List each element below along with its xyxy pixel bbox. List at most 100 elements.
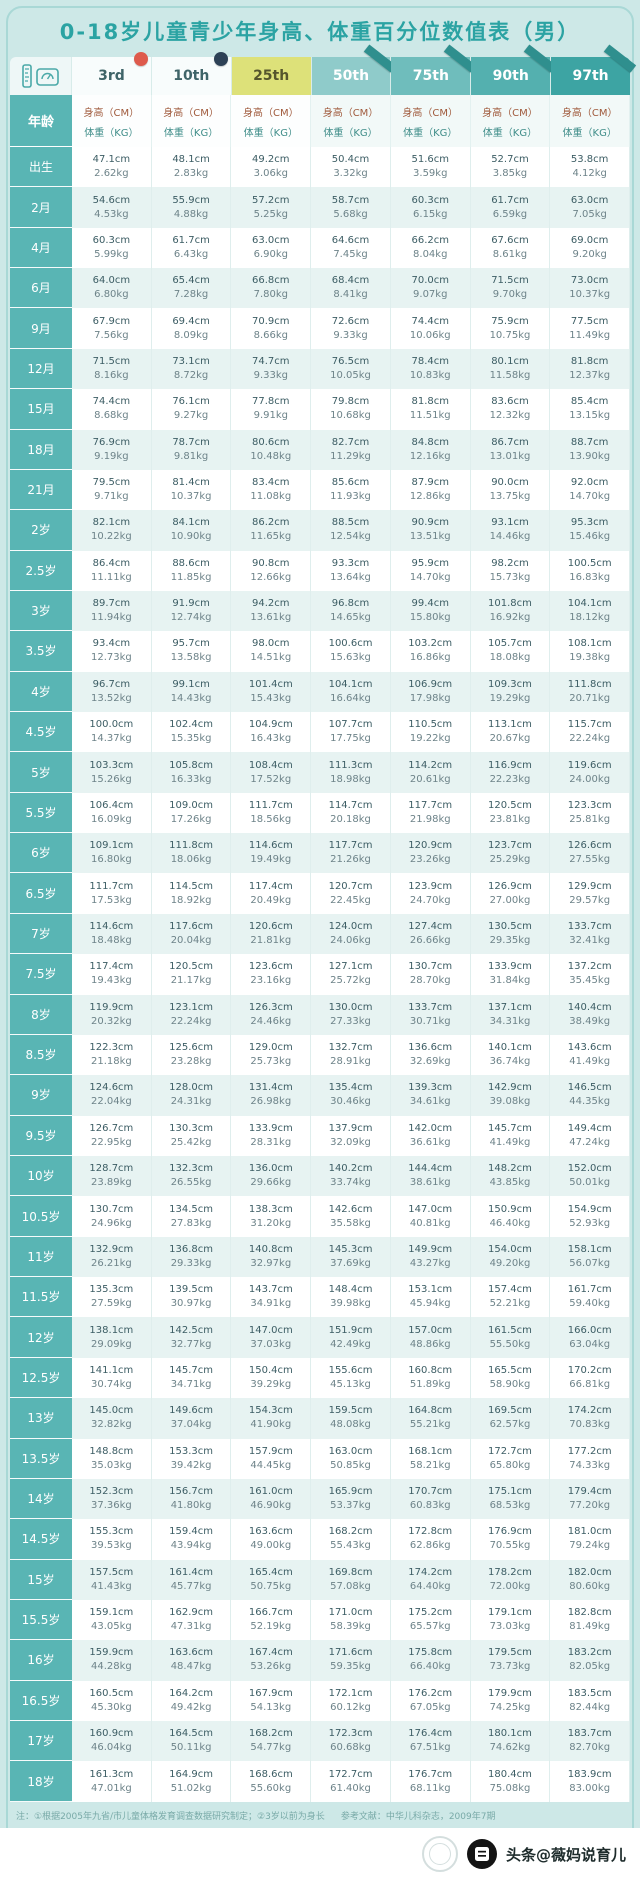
data-cell: 159.5cm 48.08kg [311,1398,391,1439]
weight-value: 13.61kg [250,612,292,624]
height-value: 61.7cm [491,194,529,206]
data-cell: 77.5cm 11.49kg [550,308,631,349]
data-cell: 163.6cm 49.00kg [231,1519,312,1560]
data-cell: 146.5cm 44.35kg [550,1075,631,1116]
weight-value: 40.81kg [409,1217,451,1229]
height-value: 130.3cm [169,1122,214,1134]
weight-value: 43.85kg [489,1177,531,1189]
data-cell: 77.8cm 9.91kg [231,389,312,430]
height-value: 161.7cm [567,1284,612,1296]
table-row-15月: 15月 74.4cm 8.68kg 76.1cm 9.27kg 77.8cm 9.91kg 7… [10,389,631,430]
data-cell: 171.6cm 59.35kg [311,1640,391,1681]
height-value: 164.5cm [169,1728,214,1740]
height-value: 114.2cm [408,759,453,771]
height-value: 69.4cm [172,315,210,327]
weight-value: 47.01kg [90,1782,132,1794]
data-cell: 148.8cm 35.03kg [72,1438,152,1479]
weight-value: 28.70kg [409,975,451,987]
toutiao-glyph-icon [474,1847,489,1861]
weight-value: 8.09kg [173,329,209,341]
weight-value: 81.49kg [569,1621,611,1633]
height-value: 181.0cm [567,1526,612,1538]
height-value: 116.9cm [488,759,532,771]
height-value: 63.0cm [570,194,609,206]
weight-value: 39.98kg [330,1298,371,1310]
weight-value: 64.40kg [409,1580,451,1592]
data-cell: 172.7cm 61.40kg [311,1761,391,1802]
data-cell: 144.4cm 38.61kg [390,1155,471,1197]
height-value: 111.8cm [169,840,214,852]
data-cell: 68.4cm 8.41kg [311,268,391,309]
data-cell: 166.7cm 52.19kg [231,1599,312,1641]
height-value: 159.1cm [89,1607,134,1619]
percentile-label: 3rd [98,68,125,84]
data-cell: 113.1cm 20.67kg [470,712,551,753]
weight-value: 58.90kg [489,1378,531,1390]
height-value: 180.4cm [488,1768,532,1780]
weight-value: 22.04kg [90,1096,132,1108]
weight-value: 73.73kg [489,1661,531,1673]
weight-value: 29.57kg [569,894,611,906]
age-cell: 3岁 [10,590,72,632]
data-cell: 155.3cm 39.53kg [72,1519,152,1560]
weight-value: 16.83kg [569,571,611,583]
height-value: 151.9cm [328,1324,373,1336]
data-cell: 127.1cm 25.72kg [311,954,391,995]
height-value: 130.7cm [89,1203,134,1215]
height-value: 49.2cm [252,154,290,166]
weight-value: 23.26kg [409,854,451,866]
table-row-4月: 4月 60.3cm 5.99kg 61.7cm 6.43kg 63.0cm 6.90kg 64… [10,227,631,269]
badge-10th-icon [213,52,228,66]
weight-unit-label: 体重（KG） [243,127,298,139]
height-value: 175.1cm [488,1486,532,1498]
data-cell: 139.3cm 34.61kg [390,1075,471,1116]
data-cell: 72.6cm 9.33kg [311,308,391,349]
height-value: 103.3cm [89,759,134,771]
weight-value: 60.83kg [409,1500,451,1512]
table-row-10.5岁: 10.5岁 130.7cm 24.96kg 134.5cm 27.83kg 138.3cm… [10,1196,631,1237]
data-cell: 88.5cm 12.54kg [311,510,391,551]
weight-value: 48.86kg [409,1338,451,1350]
weight-value: 13.51kg [409,531,451,543]
weight-value: 39.53kg [90,1540,132,1552]
data-cell: 129.0cm 25.73kg [231,1034,312,1076]
weight-value: 11.29kg [330,450,371,462]
data-cell: 75.9cm 10.75kg [470,308,551,349]
weight-value: 26.21kg [90,1257,132,1269]
height-value: 105.7cm [488,638,532,650]
table-row-7.5岁: 7.5岁 117.4cm 19.43kg 120.5cm 21.17kg 123.6cm 2… [10,954,631,995]
data-cell: 99.1cm 14.43kg [151,671,232,713]
height-unit-label: 身高（CM） [83,107,140,119]
data-cell: 98.2cm 15.73kg [470,550,551,591]
height-value: 102.4cm [169,719,214,731]
height-value: 154.9cm [567,1203,612,1215]
weight-value: 28.91kg [330,1056,371,1068]
data-cell: 70.9cm 8.66kg [231,308,312,349]
table-body: 出生 47.1cm 2.62kg 48.1cm 2.83kg 49.2cm 3.06kg 50… [10,147,631,1802]
data-cell: 114.7cm 20.18kg [311,792,391,834]
age-cell: 2月 [10,187,72,228]
height-value: 172.8cm [408,1526,453,1538]
height-value: 164.9cm [169,1768,214,1780]
weight-value: 25.29kg [489,854,531,866]
height-value: 108.4cm [248,759,293,771]
data-cell: 164.9cm 51.02kg [151,1761,232,1802]
data-cell: 117.7cm 21.98kg [390,792,471,834]
data-cell: 119.9cm 20.32kg [72,994,152,1035]
height-value: 86.7cm [491,436,529,448]
height-value: 83.6cm [491,396,529,408]
data-cell: 114.5cm 18.92kg [151,873,232,914]
data-cell: 149.9cm 43.27kg [390,1236,471,1278]
weight-value: 34.91kg [250,1298,292,1310]
height-value: 128.0cm [169,1082,214,1094]
weight-value: 50.75kg [250,1580,292,1592]
data-cell: 64.6cm 7.45kg [311,227,391,269]
height-value: 152.3cm [89,1486,134,1498]
weight-value: 20.18kg [330,813,371,825]
data-cell: 90.8cm 12.66kg [231,550,312,591]
age-cell: 5.5岁 [10,792,72,834]
weight-value: 12.37kg [569,369,611,381]
units-cell: 身高（CM） 体重（KG） [550,95,631,147]
height-unit-label: 身高（CM） [482,107,538,119]
height-value: 67.9cm [92,315,131,327]
